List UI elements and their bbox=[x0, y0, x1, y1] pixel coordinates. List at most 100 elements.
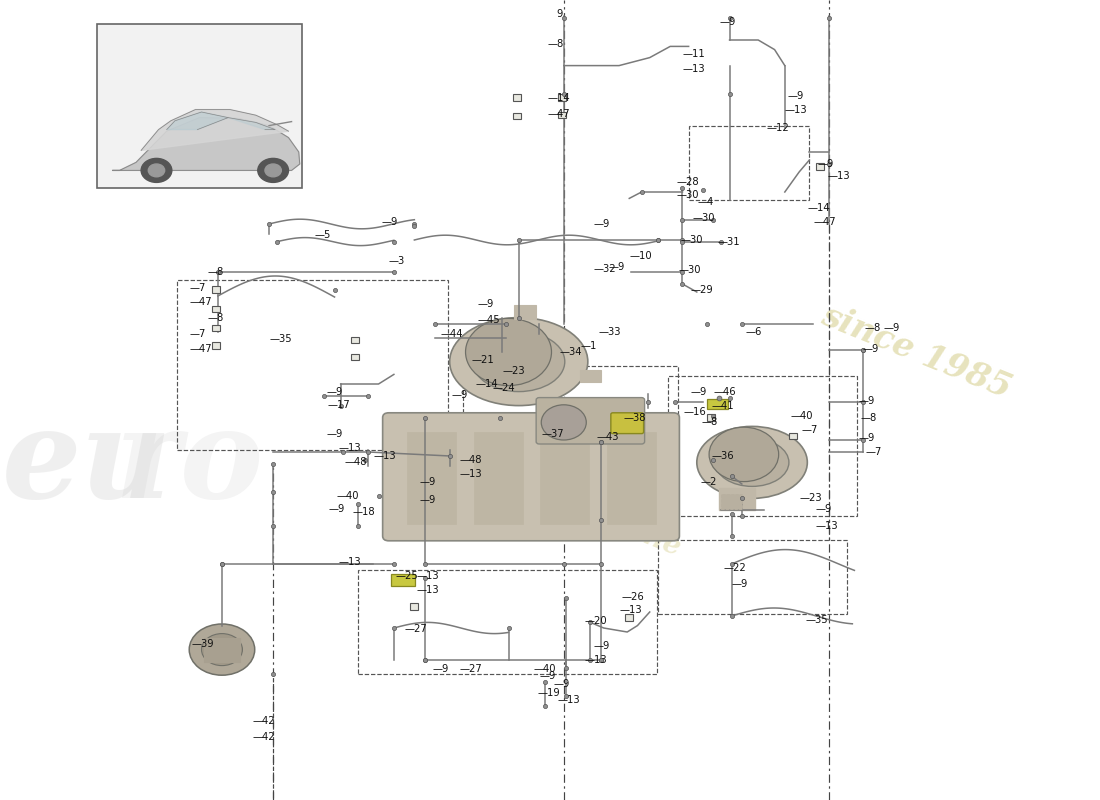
Text: —17: —17 bbox=[328, 400, 350, 410]
Text: —24: —24 bbox=[492, 383, 515, 393]
Bar bbox=[668, 376, 858, 516]
Text: —9: —9 bbox=[329, 504, 344, 514]
Text: —14: —14 bbox=[476, 379, 498, 389]
Text: —12: —12 bbox=[767, 123, 789, 133]
Bar bbox=[211, 306, 220, 312]
Text: —27: —27 bbox=[404, 624, 427, 634]
Text: —9: —9 bbox=[477, 299, 494, 309]
Text: —7: —7 bbox=[189, 283, 206, 293]
Bar bbox=[625, 614, 634, 621]
Text: —47: —47 bbox=[189, 298, 212, 307]
Text: —33: —33 bbox=[598, 327, 622, 337]
Text: —31: —31 bbox=[717, 237, 740, 246]
Text: —9: —9 bbox=[382, 218, 398, 227]
Text: —36: —36 bbox=[711, 451, 734, 461]
Polygon shape bbox=[112, 118, 300, 170]
Text: —9: —9 bbox=[719, 18, 736, 27]
Text: —29: —29 bbox=[691, 285, 714, 294]
Text: —8: —8 bbox=[208, 314, 224, 323]
Text: —35: —35 bbox=[805, 615, 828, 625]
Text: —47: —47 bbox=[814, 218, 836, 227]
Polygon shape bbox=[228, 118, 275, 130]
Text: —9: —9 bbox=[432, 664, 449, 674]
Text: —8: —8 bbox=[702, 418, 718, 427]
Text: —9: —9 bbox=[553, 679, 570, 689]
Bar bbox=[359, 570, 657, 674]
Bar bbox=[97, 24, 301, 188]
Bar bbox=[474, 432, 522, 524]
Circle shape bbox=[201, 634, 242, 666]
Text: —9: —9 bbox=[883, 323, 900, 333]
Circle shape bbox=[710, 427, 779, 482]
Text: —39: —39 bbox=[191, 639, 213, 649]
Bar bbox=[540, 432, 590, 524]
Text: —9: —9 bbox=[817, 159, 834, 169]
Text: —30: —30 bbox=[679, 266, 701, 275]
Text: —9: —9 bbox=[593, 642, 609, 651]
Text: —23: —23 bbox=[799, 494, 822, 503]
Text: —8: —8 bbox=[865, 323, 881, 333]
FancyBboxPatch shape bbox=[707, 399, 727, 409]
Text: —6: —6 bbox=[746, 327, 762, 337]
FancyBboxPatch shape bbox=[390, 574, 416, 586]
Text: —42: —42 bbox=[253, 732, 275, 742]
Polygon shape bbox=[141, 110, 288, 150]
Bar bbox=[689, 126, 810, 200]
Text: —40: —40 bbox=[337, 491, 359, 501]
Text: —13: —13 bbox=[339, 443, 361, 453]
Bar bbox=[558, 94, 565, 101]
Text: —19: —19 bbox=[537, 688, 560, 698]
Text: —14: —14 bbox=[548, 93, 570, 102]
Bar bbox=[558, 112, 565, 118]
Circle shape bbox=[189, 624, 255, 675]
Bar bbox=[351, 354, 359, 360]
Text: —9: —9 bbox=[862, 344, 879, 354]
Text: —9: —9 bbox=[691, 387, 707, 397]
Text: —28: —28 bbox=[676, 178, 698, 187]
Text: —30: —30 bbox=[681, 235, 703, 245]
FancyBboxPatch shape bbox=[536, 398, 645, 444]
Text: —13: —13 bbox=[619, 606, 641, 615]
FancyBboxPatch shape bbox=[383, 413, 680, 541]
Bar bbox=[514, 305, 536, 319]
Text: —7: —7 bbox=[801, 426, 817, 435]
Text: —21: —21 bbox=[472, 355, 494, 365]
Circle shape bbox=[465, 318, 551, 386]
Text: —22: —22 bbox=[724, 563, 746, 573]
Text: —45: —45 bbox=[477, 315, 500, 325]
Text: —37: —37 bbox=[541, 430, 564, 439]
Bar bbox=[407, 432, 456, 524]
Circle shape bbox=[541, 405, 586, 440]
Text: —14: —14 bbox=[807, 203, 830, 213]
Bar bbox=[513, 94, 520, 101]
Text: —13: —13 bbox=[373, 451, 396, 461]
Text: —8: —8 bbox=[548, 39, 563, 49]
Bar bbox=[410, 603, 418, 610]
Text: —9: —9 bbox=[451, 390, 468, 400]
Bar bbox=[351, 337, 359, 343]
Bar bbox=[463, 366, 679, 444]
Ellipse shape bbox=[473, 331, 564, 391]
Text: —9: —9 bbox=[732, 579, 748, 589]
Text: —48: —48 bbox=[344, 458, 367, 467]
Text: —8: —8 bbox=[860, 414, 877, 423]
Text: —13: —13 bbox=[339, 557, 361, 566]
Text: —10: —10 bbox=[629, 251, 652, 261]
Text: —38: —38 bbox=[623, 414, 646, 423]
Text: —35: —35 bbox=[270, 334, 292, 344]
Text: —40: —40 bbox=[791, 411, 814, 421]
Text: —13: —13 bbox=[828, 171, 850, 181]
Text: —26: —26 bbox=[621, 592, 643, 602]
Text: —13: —13 bbox=[784, 106, 807, 115]
Text: —2: —2 bbox=[701, 478, 717, 487]
Bar bbox=[719, 488, 755, 510]
Text: —9: —9 bbox=[539, 671, 556, 681]
Text: —7: —7 bbox=[189, 330, 206, 339]
Ellipse shape bbox=[696, 426, 807, 498]
Text: —44: —44 bbox=[441, 330, 463, 339]
Text: —30: —30 bbox=[693, 213, 715, 222]
Ellipse shape bbox=[715, 438, 789, 486]
Bar bbox=[211, 325, 220, 331]
Polygon shape bbox=[167, 112, 228, 130]
Bar bbox=[204, 638, 241, 662]
